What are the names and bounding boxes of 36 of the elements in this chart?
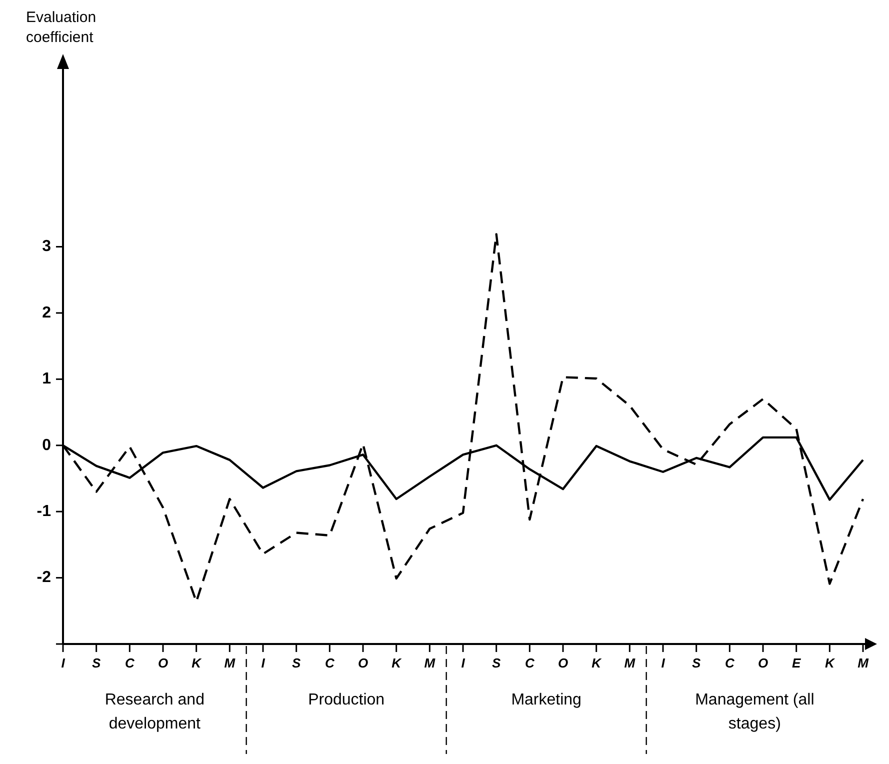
y-tick-label: -2 [36, 569, 52, 586]
x-tick-label: K [192, 655, 203, 670]
x-tick-label: S [292, 655, 301, 670]
text: Research and development [104, 691, 204, 732]
x-tick-label: S [692, 655, 701, 670]
y-tick-label: 3 [42, 238, 52, 256]
x-tick-label: O [758, 655, 768, 670]
y-tick-label: 2 [42, 304, 52, 322]
x-tick-label: S [492, 655, 501, 670]
text: Management (all stages) [695, 691, 814, 732]
text: Production [308, 691, 385, 708]
y-tick-label: 1 [42, 370, 52, 388]
x-tick-label: C [524, 655, 535, 670]
x-tick-label: O [358, 655, 368, 670]
x-tick-label: C [124, 655, 135, 670]
x-tick-label: C [724, 655, 735, 670]
x-tick-label: C [324, 655, 335, 670]
x-tick-label: M [858, 655, 870, 670]
x-tick-label: K [592, 655, 603, 670]
x-tick-label: K [824, 655, 836, 670]
x-tick-label: I [661, 655, 666, 670]
x-tick-label: M [424, 655, 436, 670]
x-tick-label: I [261, 655, 266, 670]
x-tick-label: K [392, 655, 403, 670]
x-tick-label: S [92, 655, 101, 670]
x-tick-label: E [792, 655, 801, 670]
x-tick-label: M [224, 655, 236, 670]
x-tick-label: I [461, 655, 466, 670]
text: Marketing [511, 691, 582, 708]
x-tick-label: I [61, 655, 66, 670]
y-axis-title: Evaluation coefficient [26, 8, 98, 48]
y-tick-label: 0 [42, 436, 52, 454]
x-tick-label: O [158, 655, 168, 670]
x-tick-label: M [624, 655, 636, 670]
y-tick-label: -1 [36, 502, 52, 520]
x-tick-label: O [558, 655, 568, 670]
